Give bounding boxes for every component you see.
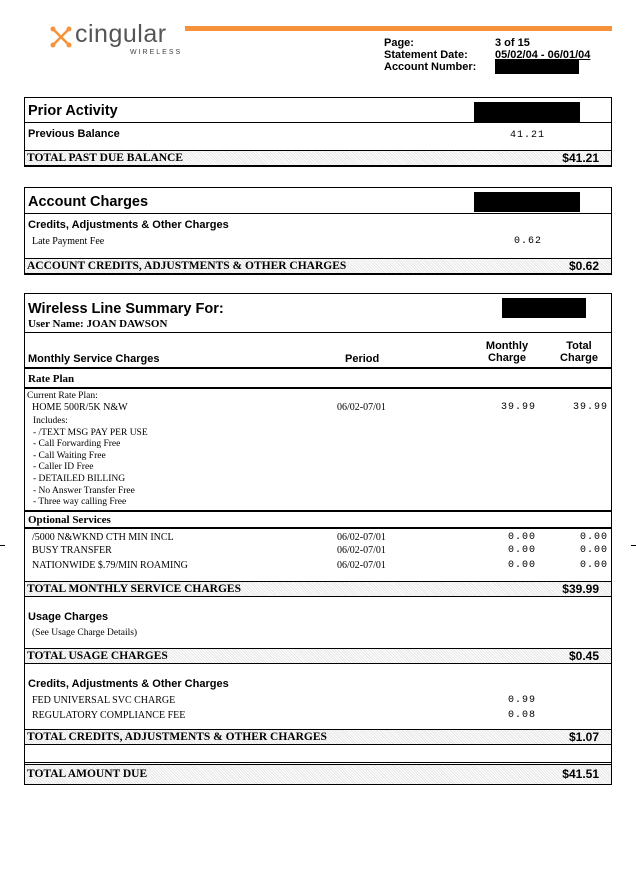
wireless-line-summary: Wireless Line Summary For: User Name: JO… <box>24 293 612 785</box>
rate-plan-heading: Rate Plan <box>28 373 75 385</box>
total-monthly-row: TOTAL MONTHLY SERVICE CHARGES $39.99 <box>25 581 611 597</box>
logo-subtext: WIRELESS <box>130 49 183 56</box>
total-amount-due-row: TOTAL AMOUNT DUE $41.51 <box>25 764 611 784</box>
late-fee-value: 0.62 <box>514 236 543 247</box>
account-charges-section: Account Charges Credits, Adjustments & O… <box>24 187 612 275</box>
col-monthly-1: Monthly <box>485 340 529 352</box>
credits-heading: Credits, Adjustments & Other Charges <box>28 678 229 690</box>
usage-note: (See Usage Charge Details) <box>32 628 138 638</box>
col-period: Period <box>345 353 380 365</box>
total-value: $0.45 <box>568 649 599 663</box>
include-item: - Call Forwarding Free <box>33 439 121 450</box>
total-value: $39.99 <box>562 582 599 596</box>
option-total: 0.00 <box>580 545 609 556</box>
total-credits-row: TOTAL CREDITS, ADJUSTMENTS & OTHER CHARG… <box>25 729 611 745</box>
page-label: Page: <box>384 37 414 49</box>
divider <box>25 367 611 369</box>
current-plan-label: Current Rate Plan: <box>27 391 98 401</box>
usage-heading: Usage Charges <box>28 611 109 623</box>
option-period: 06/02-07/01 <box>337 560 386 571</box>
logo-text: cingular <box>75 20 167 48</box>
account-number-redacted <box>495 60 579 74</box>
include-item: - Caller ID Free <box>33 462 94 473</box>
total-past-due-row: TOTAL PAST DUE BALANCE $41.21 <box>25 150 611 166</box>
total-value: $41.21 <box>562 151 599 165</box>
option-name: /5000 N&WKND CTH MIN INCL <box>32 532 174 543</box>
total-label: TOTAL PAST DUE BALANCE <box>27 152 184 164</box>
col-monthly: Monthly Charge <box>485 340 529 364</box>
account-number-label: Account Number: <box>384 61 477 73</box>
statement-date-label: Statement Date: <box>384 49 468 61</box>
include-item: Includes: <box>33 416 68 426</box>
option-monthly: 0.00 <box>508 545 537 556</box>
divider <box>25 213 611 214</box>
option-name: NATIONWIDE $.79/MIN ROAMING <box>32 560 188 571</box>
total-value: $0.62 <box>568 259 599 273</box>
redacted-field <box>502 298 586 318</box>
late-fee-label: Late Payment Fee <box>32 236 105 247</box>
credit-value: 0.99 <box>508 695 537 706</box>
divider <box>25 332 611 333</box>
account-total-row: ACCOUNT CREDITS, ADJUSTMENTS & OTHER CHA… <box>25 258 611 274</box>
redacted-field <box>474 192 580 212</box>
total-value: $1.07 <box>568 730 599 744</box>
option-total: 0.00 <box>580 532 609 543</box>
section-title: Account Charges <box>28 194 149 210</box>
prior-activity-section: Prior Activity Previous Balance 41.21 TO… <box>24 97 612 167</box>
plan-monthly: 39.99 <box>501 402 537 413</box>
col-monthly-2: Charge <box>488 352 526 364</box>
section-title: Wireless Line Summary For: <box>28 301 224 317</box>
redacted-field <box>474 102 580 122</box>
divider <box>25 762 611 763</box>
divider <box>25 387 611 389</box>
jack-logo-icon <box>50 26 72 48</box>
credit-value: 0.08 <box>508 710 537 721</box>
divider <box>25 122 611 123</box>
fold-mark-right <box>631 545 636 546</box>
total-label: TOTAL CREDITS, ADJUSTMENTS & OTHER CHARG… <box>27 731 327 743</box>
col-total-1: Total <box>566 340 592 352</box>
divider <box>25 527 611 529</box>
col-total: Total Charge <box>557 340 601 364</box>
credit-name: REGULATORY COMPLIANCE FEE <box>32 710 186 721</box>
plan-name: HOME 500R/5K N&W <box>32 402 128 413</box>
col-total-2: Charge <box>560 352 598 364</box>
previous-balance-label: Previous Balance <box>28 128 120 140</box>
statement-date-value: 05/02/04 - 06/01/04 <box>495 49 591 61</box>
divider <box>25 510 611 512</box>
plan-period: 06/02-07/01 <box>337 402 386 413</box>
total-label: ACCOUNT CREDITS, ADJUSTMENTS & OTHER CHA… <box>27 260 347 272</box>
option-period: 06/02-07/01 <box>337 545 386 556</box>
include-item: - /TEXT MSG PAY PER USE <box>33 427 148 438</box>
option-monthly: 0.00 <box>508 560 537 571</box>
plan-total: 39.99 <box>573 402 609 413</box>
plan-includes: Includes: - /TEXT MSG PAY PER USE - Call… <box>33 416 148 509</box>
optional-services-heading: Optional Services <box>28 514 111 526</box>
option-total: 0.00 <box>580 560 609 571</box>
option-monthly: 0.00 <box>508 532 537 543</box>
col-service: Monthly Service Charges <box>28 353 160 365</box>
include-item: - DETAILED BILLING <box>33 473 126 484</box>
include-item: - Call Waiting Free <box>33 450 106 461</box>
previous-balance-value: 41.21 <box>510 130 546 141</box>
total-usage-row: TOTAL USAGE CHARGES $0.45 <box>25 648 611 664</box>
include-item: - Three way calling Free <box>33 497 127 508</box>
total-label: TOTAL MONTHLY SERVICE CHARGES <box>27 583 241 595</box>
orange-rule <box>185 26 612 31</box>
section-title: Prior Activity <box>28 103 118 119</box>
credit-name: FED UNIVERSAL SVC CHARGE <box>32 695 176 706</box>
fold-mark-left <box>0 545 5 546</box>
include-item: - No Answer Transfer Free <box>33 485 135 496</box>
total-value: $41.51 <box>562 767 599 781</box>
total-label: TOTAL USAGE CHARGES <box>27 650 168 662</box>
total-label: TOTAL AMOUNT DUE <box>27 768 148 780</box>
subheading: Credits, Adjustments & Other Charges <box>28 219 229 231</box>
option-name: BUSY TRANSFER <box>32 545 112 556</box>
page-value: 3 of 15 <box>495 37 530 49</box>
user-name: User Name: JOAN DAWSON <box>28 318 168 330</box>
option-period: 06/02-07/01 <box>337 532 386 543</box>
